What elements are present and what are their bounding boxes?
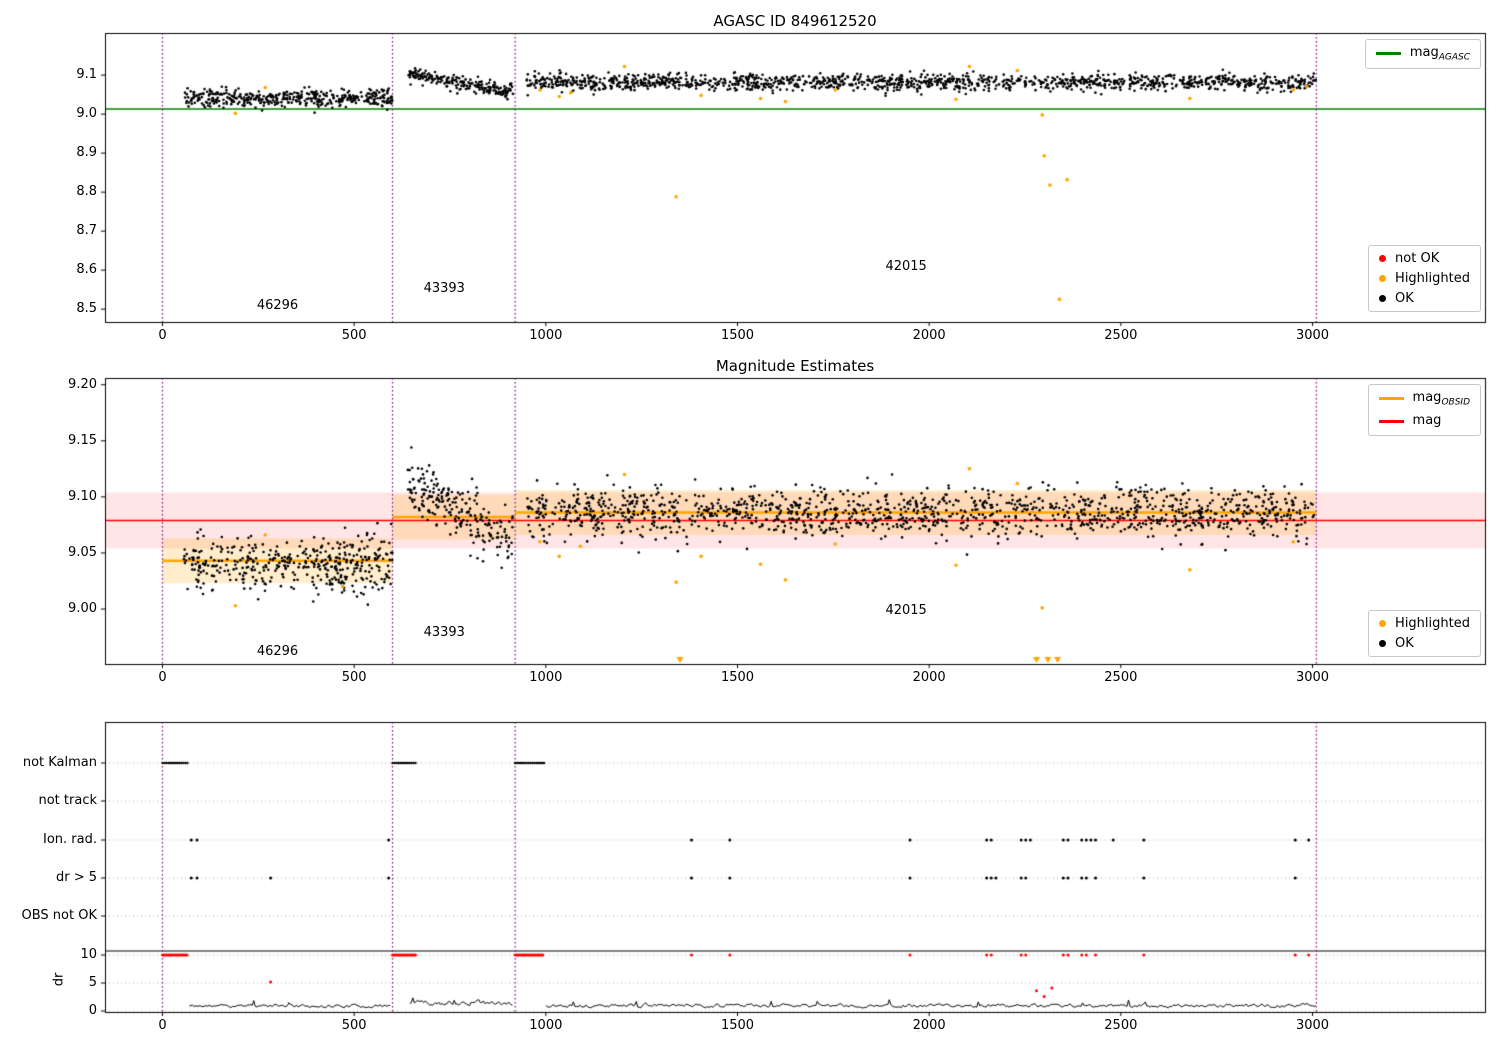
obsid-label: 43393	[423, 280, 465, 296]
flag-label-not-kalman: not Kalman	[22, 755, 97, 770]
legend-label-main: mag	[1409, 45, 1439, 60]
x-tick-label: 2000	[912, 328, 946, 343]
x-tick-label: 1500	[720, 670, 755, 685]
x-tick-label: 1500	[720, 1018, 755, 1033]
obsid-label: 42015	[885, 603, 927, 619]
mag-obsid-legend-label: magOBSID	[1413, 390, 1470, 408]
y-tick-label: 8.9	[76, 145, 97, 161]
chart2-title: Magnitude Estimates	[715, 357, 875, 375]
legend-entry-highlighted: Highlighted	[1379, 271, 1470, 286]
y-tick-label: 9.0	[76, 106, 97, 122]
highlighted-label: Highlighted	[1395, 616, 1470, 631]
y-tick-label: 8.8	[76, 184, 97, 200]
y-tick-label: 9.1	[76, 67, 97, 83]
x-tick-label: 500	[341, 670, 367, 685]
highlighted-label: Highlighted	[1395, 271, 1470, 286]
x-tick-label: 1000	[529, 328, 563, 343]
x-tick-label: 0	[158, 328, 167, 343]
x-tick-label: 2000	[912, 1018, 946, 1033]
flag-label-not-track: not track	[38, 793, 97, 808]
ok-dot-swatch	[1379, 640, 1387, 647]
dr-tick-10: 10	[80, 947, 97, 962]
x-tick-label: 3000	[1295, 670, 1330, 685]
dr-tick-0: 0	[88, 1003, 97, 1018]
legend-label-sub: OBSID	[1441, 397, 1470, 408]
mag-obsid-legend: magOBSID mag	[1367, 384, 1481, 437]
legend-entry-ok: OK	[1379, 291, 1470, 306]
dr-axis-label: dr	[51, 972, 67, 987]
flag-label-obs-not-ok: OBS not OK	[21, 908, 98, 923]
mag-agasc-legend-label: magAGASC	[1410, 45, 1470, 63]
dr-tick-5: 5	[88, 975, 97, 990]
y-tick-label: 8.5	[76, 301, 97, 317]
x-tick-label: 2500	[1104, 328, 1138, 343]
x-tick-label: 0	[158, 670, 167, 685]
x-tick-label: 3000	[1295, 1018, 1330, 1033]
x-tick-label: 0	[158, 1018, 167, 1033]
y-tick-label: 9.20	[68, 376, 97, 392]
obsid-label: 46296	[256, 298, 299, 313]
ok-dot-swatch	[1379, 295, 1387, 302]
legend-entry-mag-obsid: magOBSID	[1378, 390, 1470, 408]
ok-label: OK	[1395, 636, 1414, 651]
legend-entry-mag-agasc: magAGASC	[1375, 45, 1470, 63]
x-tick-label: 2500	[1104, 670, 1138, 685]
x-tick-label: 500	[341, 1018, 367, 1033]
obsid-label: 43393	[423, 624, 465, 640]
x-tick-label: 2000	[912, 670, 946, 685]
mag-legend-label: mag	[1413, 413, 1442, 431]
legend-label-main: mag	[1412, 390, 1442, 405]
flag-label-ion-rad: Ion. rad.	[43, 832, 97, 847]
y-tick-label: 9.10	[68, 488, 97, 504]
not-ok-label: not OK	[1395, 251, 1440, 266]
chart1-title: AGASC ID 849612520	[713, 12, 877, 30]
y-tick-label: 9.15	[68, 432, 97, 448]
obsid-label: 42015	[885, 259, 927, 274]
flag-label-dr-gt-5: dr > 5	[55, 870, 97, 885]
not-ok-dot-swatch	[1379, 255, 1387, 262]
top-marker-legend: not OK Highlighted OK	[1368, 245, 1481, 312]
x-tick-label: 3000	[1295, 328, 1330, 343]
legend-label-sub: AGASC	[1438, 52, 1470, 63]
middle-marker-legend: Highlighted OK	[1368, 610, 1481, 657]
ok-label: OK	[1395, 291, 1414, 306]
legend-entry-ok: OK	[1379, 636, 1470, 651]
legend-entry-mag: mag	[1378, 413, 1470, 431]
mag-agasc-legend: magAGASC	[1364, 39, 1481, 69]
obsid-label: 46296	[256, 643, 299, 659]
legend-entry-highlighted: Highlighted	[1379, 616, 1470, 631]
x-tick-label: 1000	[529, 670, 563, 685]
legend-entry-not-ok: not OK	[1379, 251, 1470, 266]
y-tick-label: 8.7	[76, 223, 97, 239]
mag-obsid-line-swatch	[1378, 397, 1404, 401]
mag-agasc-line-swatch	[1375, 52, 1401, 56]
y-tick-label: 8.6	[76, 262, 97, 278]
x-tick-label: 1000	[529, 1018, 563, 1033]
highlighted-dot-swatch	[1379, 620, 1387, 627]
x-tick-label: 1500	[720, 328, 755, 343]
mag-line-swatch	[1378, 419, 1404, 423]
x-tick-label: 2500	[1104, 1018, 1138, 1033]
y-tick-label: 9.05	[68, 544, 97, 560]
highlighted-dot-swatch	[1379, 275, 1387, 282]
x-tick-label: 500	[341, 328, 367, 343]
y-tick-label: 9.00	[68, 601, 97, 617]
legend-label-main: mag	[1412, 412, 1442, 428]
